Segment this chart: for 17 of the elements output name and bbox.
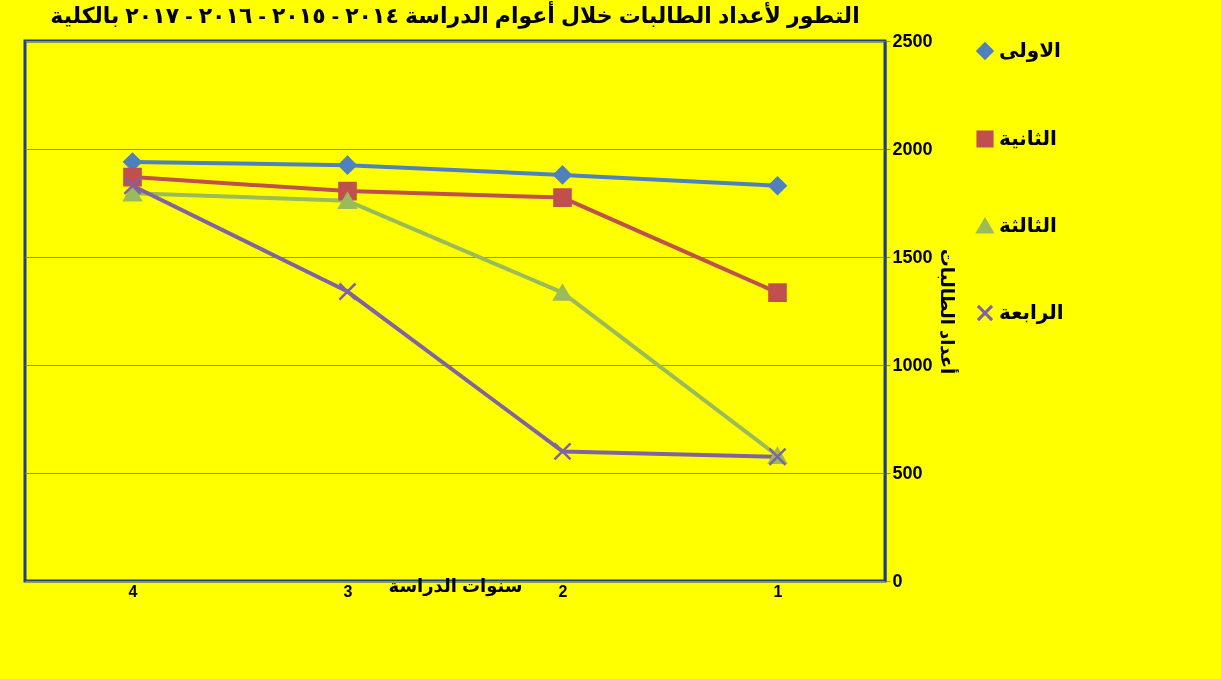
chart-title: التطور لأعداد الطالبات خلال أعوام الدراسة ٢٠١٤ - ٢٠١٥ - ٢٠١٦ - ٢٠١٧ بالكلية bbox=[50, 0, 860, 29]
y-tick-label: 1500 bbox=[892, 246, 933, 267]
y-tick-label: 0 bbox=[892, 570, 903, 591]
y-tick-label: 1000 bbox=[892, 354, 933, 375]
legend-label: الاولى bbox=[999, 39, 1061, 62]
x-tick-label: 3 bbox=[343, 582, 353, 600]
y-tick-label: 2000 bbox=[892, 138, 933, 159]
x-tick-label: 2 bbox=[558, 582, 568, 600]
y-tick-label: 2500 bbox=[892, 30, 933, 51]
y-tick-label: 500 bbox=[892, 462, 923, 483]
legend-label: الرابعة bbox=[999, 301, 1064, 324]
legend-label: الثانية bbox=[999, 127, 1057, 149]
x-tick-label: 1 bbox=[773, 582, 783, 600]
y-axis-title: أعداد الطالبات bbox=[936, 248, 959, 375]
x-axis-title: سنوات الدراسة bbox=[388, 575, 523, 597]
x-tick-label: 4 bbox=[128, 582, 138, 600]
legend-label: الثالثة bbox=[999, 214, 1057, 236]
